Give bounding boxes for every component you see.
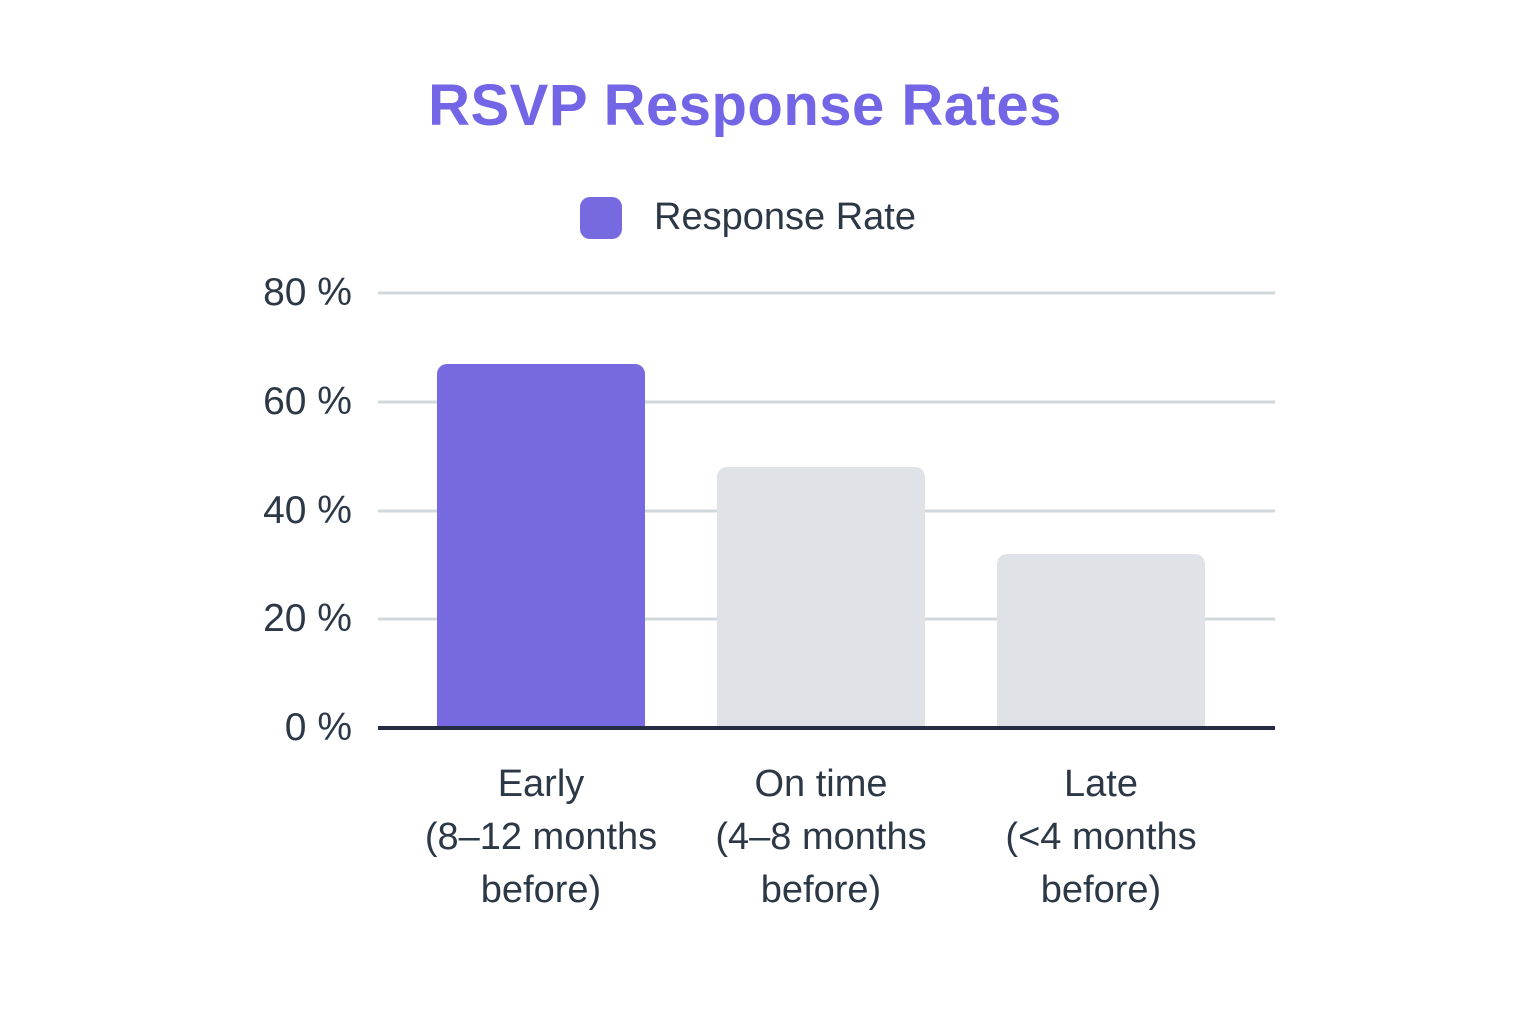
legend: Response Rate bbox=[0, 196, 1496, 239]
category-sublabel: (4–8 months bbox=[715, 816, 927, 858]
category-sublabel: before) bbox=[480, 869, 602, 911]
bar-on-time bbox=[717, 467, 925, 728]
y-axis-tick-label: 80 % bbox=[263, 271, 352, 314]
gridline bbox=[378, 400, 1275, 404]
x-axis-label-late: Late (<4 months before) bbox=[931, 758, 1271, 917]
bar-early bbox=[437, 364, 645, 728]
x-axis-line bbox=[378, 726, 1275, 730]
category-sublabel: (<4 months bbox=[1005, 816, 1197, 858]
y-axis-tick-label: 40 % bbox=[263, 489, 352, 532]
y-axis-tick-label: 60 % bbox=[263, 380, 352, 423]
plot-area bbox=[378, 291, 1275, 730]
y-axis-tick-label: 20 % bbox=[263, 597, 352, 640]
bar-late bbox=[997, 554, 1205, 728]
category-sublabel: before) bbox=[1040, 869, 1162, 911]
category-name: Early bbox=[497, 763, 585, 805]
x-axis-label-on-time: On time (4–8 months before) bbox=[651, 758, 991, 917]
y-axis: 80 % 60 % 40 % 20 % 0 % bbox=[230, 0, 352, 1024]
gridline bbox=[378, 291, 1275, 295]
x-axis-label-early: Early (8–12 months before) bbox=[371, 758, 711, 917]
y-axis-tick-label: 0 % bbox=[284, 706, 352, 749]
category-sublabel: (8–12 months bbox=[424, 816, 658, 858]
chart-title: RSVP Response Rates bbox=[428, 73, 1062, 138]
category-sublabel: before) bbox=[760, 869, 882, 911]
category-name: On time bbox=[754, 763, 888, 805]
legend-label: Response Rate bbox=[654, 196, 916, 238]
x-axis-labels: Early (8–12 months before) On time (4–8 … bbox=[0, 758, 1536, 938]
legend-swatch-icon bbox=[580, 196, 623, 239]
category-name: Late bbox=[1064, 763, 1138, 805]
